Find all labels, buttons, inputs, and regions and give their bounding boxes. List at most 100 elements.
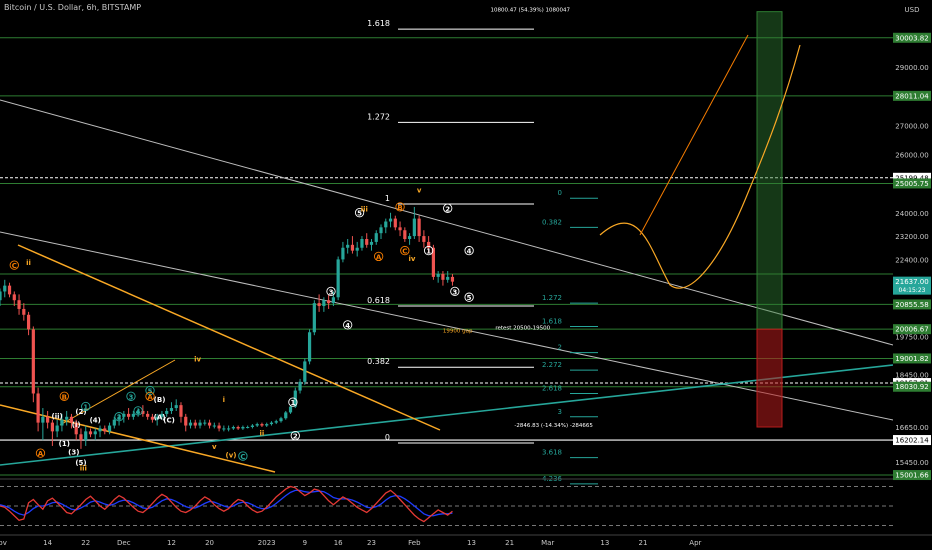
- x-tick-0: Nov: [0, 539, 7, 547]
- fib-ext-label-0: 0: [558, 189, 562, 197]
- price-label-bg-11: [893, 470, 931, 481]
- wave-circle-14: [126, 391, 136, 401]
- price-label-9: 18030.92: [895, 383, 928, 391]
- x-tick-8: 16: [334, 539, 343, 547]
- annotation-3: -2846.83 (-14.34%) -284665: [514, 423, 593, 429]
- candle-body-40: [188, 422, 193, 426]
- wave-circle-3: [59, 391, 69, 401]
- y-tick-7: 18450.00: [895, 372, 928, 380]
- wave-label-16: 5: [148, 387, 153, 395]
- annotation-2: 19900 gap: [443, 328, 473, 334]
- candle-body-77: [365, 239, 369, 245]
- wave-label-21: iv: [194, 355, 201, 363]
- price-label-bg-0: [893, 32, 931, 43]
- fib-label-1: 1.272: [367, 112, 390, 121]
- symbol-title: Bitcoin / U.S. Dollar, 6h, BITSTAMP: [4, 3, 142, 12]
- candle-body-79: [374, 233, 378, 242]
- wave-label-33: A: [376, 253, 382, 261]
- price-label-3: 25005.75: [895, 180, 928, 188]
- y-tick-6: 19750.00: [895, 334, 928, 342]
- candle-body-83: [393, 218, 397, 228]
- candle-body-32: [150, 416, 155, 420]
- wave-label-25: (v): [226, 452, 237, 460]
- candle-body-70: [331, 297, 335, 304]
- x-tick-4: 12: [167, 539, 176, 547]
- wave-label-19: (A): [154, 414, 166, 422]
- candle-body-59: [279, 418, 283, 422]
- wave-circle-29: [326, 286, 336, 297]
- candle-body-69: [327, 300, 331, 304]
- x-tick-6: 2023: [258, 539, 276, 547]
- candle-body-29: [136, 410, 140, 414]
- x-tick-14: 13: [600, 539, 609, 547]
- wave-label-1: C: [12, 262, 17, 270]
- candle-body-71: [336, 259, 340, 298]
- candle-body-90: [427, 241, 431, 248]
- candle-body-54: [255, 424, 259, 426]
- wave-label-18: (B): [154, 396, 166, 404]
- wave-circle-33: [373, 251, 384, 262]
- wave-circle-34: [395, 202, 405, 212]
- price-axis-bg: [893, 0, 932, 550]
- support-cyan: [0, 364, 894, 466]
- x-tick-9: 23: [367, 539, 376, 547]
- wave-circle-12: [81, 401, 91, 412]
- candle-body-23: [107, 425, 112, 432]
- wave-label-14: 3: [129, 393, 134, 401]
- wave-label-9: iii: [80, 465, 87, 473]
- wave-label-34: B: [397, 204, 402, 212]
- long-position-box: [756, 11, 783, 330]
- wave-label-38: 1: [426, 248, 431, 256]
- wave-label-5: (1): [59, 440, 70, 448]
- price-label-bg-10: [893, 435, 931, 446]
- candle-body-55: [260, 424, 264, 426]
- wave-label-39: 2: [445, 205, 450, 213]
- wave-label-4: (2): [75, 408, 86, 416]
- candle-body-93: [441, 273, 445, 280]
- wave-circle-27: [288, 397, 298, 407]
- wave-circle-30: [343, 320, 353, 330]
- candle-body-1: [3, 285, 7, 292]
- candle-body-14: [65, 416, 69, 420]
- wave-label-26: C: [240, 453, 245, 461]
- wave-circle-26: [238, 451, 248, 461]
- candle-body-44: [207, 422, 212, 426]
- y-tick-3: 24000.00: [895, 210, 928, 218]
- fib-ext-label-3: 1.618: [542, 317, 562, 325]
- wave-circle-35: [400, 245, 410, 256]
- wave-circle-31: [354, 208, 365, 218]
- trend-lower: [0, 231, 894, 421]
- price-label-bg-5: [893, 299, 931, 310]
- candle-body-50: [236, 426, 240, 429]
- wave-circle-16: [145, 385, 155, 396]
- price-label-0: 30003.82: [895, 34, 928, 42]
- wave-circle-39: [443, 203, 453, 213]
- wave-label-20: (C): [163, 417, 175, 425]
- annotation-0: 10800.47 (54.39%) 1080047: [491, 8, 571, 14]
- candle-body-5: [22, 308, 26, 315]
- candle-body-37: [174, 405, 178, 409]
- wave-circle-15: [133, 406, 143, 416]
- wave-label-3: B: [62, 393, 67, 401]
- candle-body-72: [341, 247, 345, 260]
- price-label-bg-7: [893, 353, 931, 364]
- candle-body-20: [93, 431, 97, 435]
- candle-body-88: [417, 218, 421, 237]
- candle-body-74: [350, 244, 355, 251]
- wave-label-42: 5: [467, 294, 472, 302]
- wave-label-10: (ii): [52, 412, 63, 420]
- candle-body-60: [284, 412, 288, 419]
- candle-body-21: [98, 428, 102, 432]
- candle-body-33: [155, 416, 159, 420]
- wave-circle-38: [423, 245, 434, 256]
- candle-body-73: [346, 244, 350, 248]
- trend-upper: [0, 99, 894, 346]
- candle-body-57: [269, 422, 274, 425]
- candle-body-11: [50, 422, 54, 432]
- wave-circle-17: [145, 391, 155, 401]
- price-label-bg-6: [893, 324, 931, 335]
- candle-body-68: [322, 300, 326, 307]
- x-tick-10: Feb: [408, 539, 421, 547]
- candle-body-27: [126, 413, 131, 417]
